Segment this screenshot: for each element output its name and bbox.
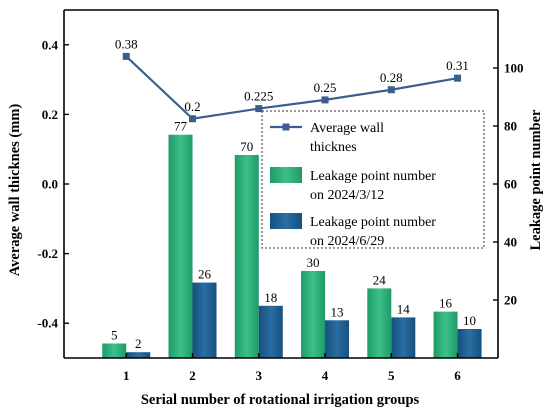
bar-label-s1-2: 77 [174,119,188,134]
legend-line-marker [282,123,290,131]
axes-layer: -0.4 -0.2 0.0 0.2 0.4 20 40 60 80 100 1 2 3 4 5 6 [37,9,524,383]
bar-label-s1-3: 70 [240,139,253,154]
line-marker-6 [454,74,462,82]
bar-s1-4 [301,271,326,358]
line-marker-4 [321,96,329,104]
bar-s2-3 [258,305,283,358]
bar-label-s1-4: 30 [307,255,320,270]
y-right-tick-label-80: 80 [504,119,517,134]
x-tick-label-6: 6 [454,368,461,383]
line-marker-3 [255,105,263,113]
bar-label-s2-6: 10 [463,313,476,328]
bar-label-s1-5: 24 [373,272,387,287]
bar-s1-1 [102,343,127,358]
legend-label-2024-6-29-line2: on 2024/6/29 [310,234,384,249]
legend-swatch-2024-6-29 [270,213,302,229]
x-tick-label-3: 3 [256,368,263,383]
bar-label-s2-3: 18 [264,290,277,305]
legend-label-average-wall-line1: Average wall [310,121,384,136]
x-tick-label-1: 1 [123,368,130,383]
bar-s1-6 [433,311,458,358]
y-right-tick-label-20: 20 [504,293,517,308]
average-wall-line [125,55,458,120]
legend-label-2024-3-12-line2: on 2024/3/12 [310,188,384,203]
bar-s1-3 [234,155,259,358]
bar-label-s2-5: 14 [397,301,411,316]
bar-s2-5 [391,317,416,358]
bar-label-s1-1: 5 [111,328,118,343]
y-right-tick-label-100: 100 [504,61,524,76]
y-left-axis-title: Average wall thicknes (mm) [7,104,23,277]
y-left-tick-label-0.4: 0.4 [42,37,59,52]
y-left-tick-label--0.4: -0.4 [37,316,58,331]
bar-s1-5 [367,288,392,358]
legend: Average wall thicknes Leakage point number… [261,110,485,249]
y-right-tick-label-40: 40 [504,235,517,250]
bar-s1-2 [168,134,193,358]
line-label-6: 0.31 [446,58,469,73]
line-marker-2 [189,115,197,123]
line-label-4: 0.25 [314,80,337,95]
line-layer [122,52,462,123]
bar-label-s2-4: 13 [331,304,344,319]
bar-label-s2-1: 2 [135,336,142,351]
legend-label-2024-6-29-line1: Leakage point number [310,215,436,230]
line-label-5: 0.28 [380,70,403,85]
bar-s2-2 [192,282,217,358]
line-label-2: 0.2 [184,99,200,114]
legend-swatch-2024-3-12 [270,167,302,183]
y-left-tick-label-0.2: 0.2 [42,107,58,122]
line-label-3: 0.225 [244,89,273,104]
y-right-tick-label-60: 60 [504,177,517,192]
bar-s2-4 [325,320,350,358]
line-marker-1 [122,52,130,60]
line-marker-5 [387,86,395,94]
bar-s2-6 [457,329,482,358]
x-tick-label-5: 5 [388,368,395,383]
line-label-1: 0.38 [115,36,138,51]
bar-label-s1-6: 16 [439,296,453,311]
x-axis-title: Serial number of rotational irrigation g… [141,392,420,408]
labels-layer: 5 77 70 30 24 16 2 26 18 13 14 10 0.38 0.2 0.225 0.25 0.… [111,36,476,351]
y-left-tick-label--0.2: -0.2 [37,246,58,261]
y-right-axis-title: Leakage point number [528,109,544,251]
x-tick-label-4: 4 [322,368,329,383]
bars-layer [102,134,482,358]
legend-label-2024-3-12-line1: Leakage point number [310,169,436,184]
bar-s2-1 [126,352,151,358]
legend-label-average-wall-line2: thicknes [310,140,357,155]
bar-label-s2-2: 26 [198,267,212,282]
x-tick-label-2: 2 [189,368,196,383]
y-left-tick-label-0.0: 0.0 [42,177,58,192]
